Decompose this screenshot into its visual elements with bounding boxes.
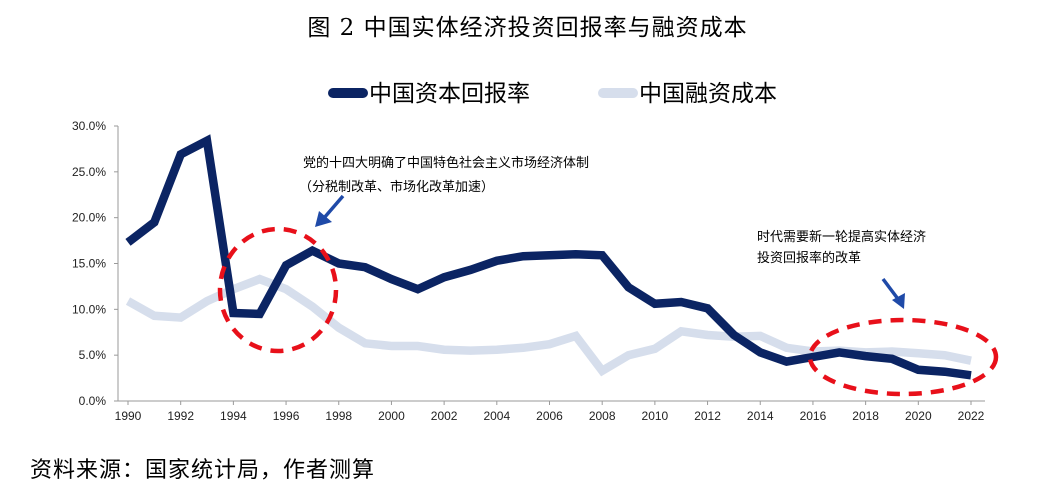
annotation-1-line-1: 党的十四大明确了中国特色社会主义市场经济体制 — [303, 155, 589, 171]
x-tick-label: 2020 — [905, 409, 932, 423]
x-tick-label: 2018 — [852, 409, 879, 423]
x-tick-label: 2006 — [536, 409, 563, 423]
x-tick-label: 1992 — [167, 409, 194, 423]
y-tick-label: 30.0% — [72, 119, 106, 133]
x-tick-label: 1996 — [273, 409, 300, 423]
annotation-arrow-1 — [315, 194, 345, 227]
chart-legend: 中国资本回报率 中国融资成本 — [328, 81, 777, 107]
highlight-ellipse-2014-2022 — [807, 317, 999, 397]
source-note: 资料来源：国家统计局，作者测算 — [30, 458, 376, 483]
x-tick-label: 2012 — [694, 409, 721, 423]
y-tick-label: 25.0% — [72, 165, 106, 179]
x-tick-label: 2014 — [747, 409, 774, 423]
y-tick-label: 5.0% — [79, 348, 107, 362]
x-tick-label: 1998 — [325, 409, 352, 423]
annotation-2-line-2: 投资回报率的改革 — [757, 250, 861, 266]
chart-axes: 0.0% 5.0% 10.0% 15.0% 20.0% 25.0% 30.0% 1990 199… — [72, 119, 985, 423]
y-tick-label: 15.0% — [72, 257, 106, 271]
y-tick-label: 0.0% — [79, 394, 107, 408]
y-tick-label: 10.0% — [72, 302, 106, 316]
annotation-2-line-1: 时代需要新一轮提高实体经济 — [757, 229, 926, 245]
x-tick-label: 2002 — [431, 409, 458, 423]
arrow-layer — [315, 194, 905, 309]
legend-label-return: 中国资本回报率 — [369, 81, 530, 107]
x-tick-label: 2004 — [483, 409, 510, 423]
x-tick-label: 2000 — [378, 409, 405, 423]
x-tick-label: 1990 — [115, 409, 142, 423]
annotation-1-line-2: （分税制改革、市场化改革加速） — [299, 179, 494, 195]
legend-label-cost: 中国融资成本 — [639, 81, 777, 107]
annotation-arrow-2 — [881, 277, 905, 309]
x-tick-label: 2008 — [589, 409, 616, 423]
figure-title: 图 2 中国实体经济投资回报率与融资成本 — [307, 15, 748, 41]
x-tick-label: 2010 — [642, 409, 669, 423]
annotation-layer: 党的十四大明确了中国特色社会主义市场经济体制 （分税制改革、市场化改革加速） 时… — [299, 155, 926, 266]
series-layer — [125, 134, 972, 380]
y-tick-label: 20.0% — [72, 211, 106, 225]
x-tick-label: 2016 — [800, 409, 827, 423]
x-tick-label: 2022 — [958, 409, 985, 423]
series-line-capital-return — [125, 134, 972, 380]
x-tick-label: 1994 — [220, 409, 247, 423]
highlight-layer — [217, 226, 999, 397]
highlight-ellipse-1994-1997 — [217, 226, 339, 354]
